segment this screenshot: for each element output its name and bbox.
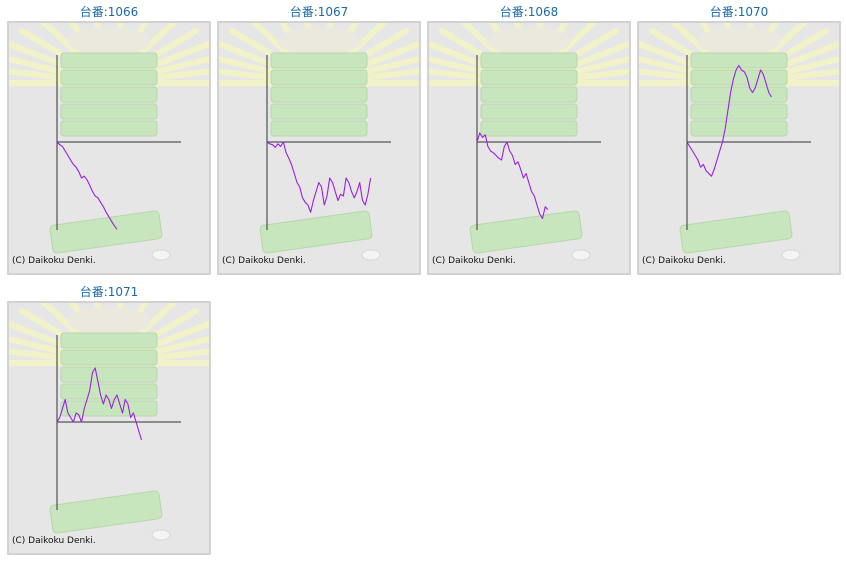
tray-decoration (259, 210, 373, 254)
tier-decoration (270, 103, 368, 120)
dome-decoration (67, 307, 151, 335)
tier-decoration (60, 349, 158, 366)
tier-decoration (60, 103, 158, 120)
chart-panel: (C) Daikoku Denki. (637, 21, 841, 275)
dome-decoration (277, 27, 361, 55)
tray-decoration (49, 490, 163, 534)
tray-decoration (49, 210, 163, 254)
tier-decoration (690, 103, 788, 120)
tier-decoration (60, 69, 158, 86)
tier-decoration (480, 86, 578, 103)
tray-decoration (469, 210, 583, 254)
tier-decoration (60, 86, 158, 103)
tier-decoration (690, 86, 788, 103)
coin-decoration (361, 249, 381, 261)
chart-panel: (C) Daikoku Denki. (217, 21, 421, 275)
coin-decoration (151, 529, 171, 541)
line-chart (639, 23, 839, 261)
series-line (686, 64, 772, 177)
chart-cell-1070: 台番:1070 (C) Daikoku Denki. (634, 0, 844, 278)
tier-decoration (60, 383, 158, 400)
tray-decoration (679, 210, 793, 254)
series-line (266, 141, 372, 213)
chart-panel: (C) Daikoku Denki. (7, 301, 211, 555)
tier-decoration (270, 86, 368, 103)
machine-artwork (429, 23, 629, 261)
line-chart (9, 23, 209, 261)
coin-decoration (781, 249, 801, 261)
chart-title[interactable]: 台番:1068 (499, 5, 559, 19)
chart-title[interactable]: 台番:1071 (79, 285, 139, 299)
copyright-text: (C) Daikoku Denki. (432, 256, 516, 266)
dome-decoration (697, 27, 781, 55)
copyright-text: (C) Daikoku Denki. (222, 256, 306, 266)
tier-decoration (270, 52, 368, 69)
tier-decoration (480, 103, 578, 120)
tier-decoration (690, 69, 788, 86)
copyright-text: (C) Daikoku Denki. (642, 256, 726, 266)
tier-decoration (480, 69, 578, 86)
machine-artwork (9, 303, 209, 541)
machine-artwork (219, 23, 419, 261)
coin-decoration (151, 249, 171, 261)
tier-decoration (480, 120, 578, 137)
chart-title[interactable]: 台番:1070 (709, 5, 769, 19)
copyright-text: (C) Daikoku Denki. (12, 536, 96, 546)
dome-decoration (487, 27, 571, 55)
tier-decoration (690, 52, 788, 69)
tier-decoration (60, 332, 158, 349)
series-line (56, 141, 118, 230)
chart-panel: (C) Daikoku Denki. (7, 21, 211, 275)
machine-artwork (9, 23, 209, 261)
series-line (476, 132, 549, 220)
chart-panel: (C) Daikoku Denki. (427, 21, 631, 275)
chart-title[interactable]: 台番:1067 (289, 5, 349, 19)
series-line (56, 367, 143, 441)
tier-decoration (270, 69, 368, 86)
chart-cell-1067: 台番:1067 (C) Daikoku Denki. (214, 0, 424, 278)
chart-cell-1068: 台番:1068 (C) Daikoku Denki. (424, 0, 634, 278)
coin-decoration (571, 249, 591, 261)
tier-decoration (270, 120, 368, 137)
chart-cell-1066: 台番:1066 (C) Daikoku Denki. (4, 0, 214, 278)
machine-artwork (639, 23, 839, 261)
chart-title[interactable]: 台番:1066 (79, 5, 139, 19)
copyright-text: (C) Daikoku Denki. (12, 256, 96, 266)
tier-decoration (690, 120, 788, 137)
tier-decoration (60, 120, 158, 137)
chart-cell-1071: 台番:1071 (C) Daikoku Denki. (4, 280, 214, 558)
tier-decoration (60, 52, 158, 69)
tier-decoration (60, 366, 158, 383)
line-chart (219, 23, 419, 261)
line-chart (9, 303, 209, 541)
dome-decoration (67, 27, 151, 55)
tier-decoration (480, 52, 578, 69)
line-chart (429, 23, 629, 261)
